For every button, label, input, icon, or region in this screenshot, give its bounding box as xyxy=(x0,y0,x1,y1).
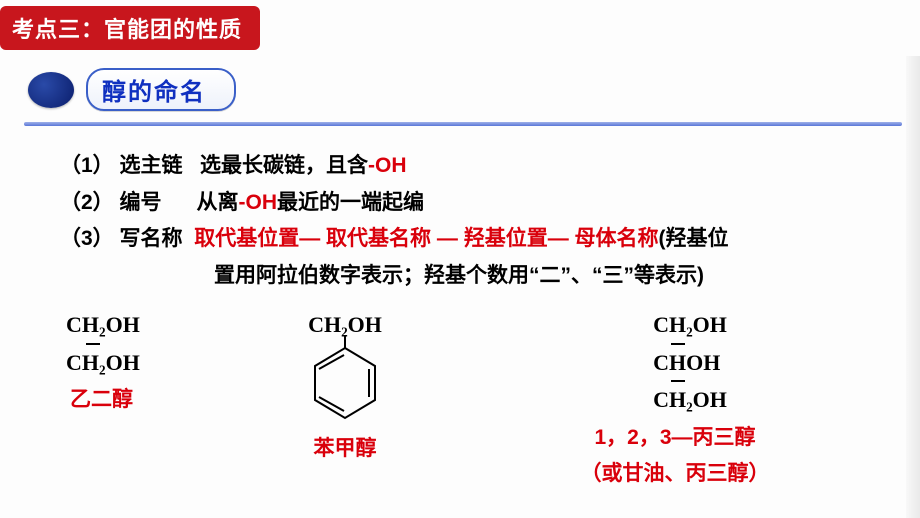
ex1-name: 乙二醇 xyxy=(70,383,230,413)
rule2-texta: 从离 xyxy=(197,191,239,214)
subtitle-row: 醇的命名 xyxy=(28,68,236,111)
rule-1: （1） 选主链 选最长碳链，且含-OH xyxy=(60,150,880,183)
ex3-line1: CH₂OH xyxy=(653,310,727,340)
bond-icon xyxy=(671,343,685,345)
ex3-name2: （或甘油、丙三醇） xyxy=(470,457,880,487)
ex2-top: CH₂OH xyxy=(230,310,460,340)
example-1: CH₂OH CH₂OH 乙二醇 xyxy=(60,310,230,413)
ex3-structure: CH₂OH CHOH CH₂OH xyxy=(653,310,727,415)
subtitle-box: 醇的命名 xyxy=(86,68,236,111)
bullet-icon xyxy=(28,72,74,108)
page-edge xyxy=(906,56,920,518)
rule-2: （2） 编号 从离-OH最近的一端起编 xyxy=(60,187,880,220)
examples-row: CH₂OH CH₂OH 乙二醇 CH₂OH 苯甲醇 CH₂OH CHOH CH₂… xyxy=(60,310,880,487)
topic-badge: 考点三：官能团的性质 xyxy=(0,6,260,50)
ex3-name1: 1，2，3—丙三醇 xyxy=(470,421,880,451)
benzene-icon xyxy=(300,336,390,426)
ex2-name: 苯甲醇 xyxy=(230,432,460,462)
bond-icon xyxy=(671,380,685,382)
ex3-line2: CHOH xyxy=(653,348,727,378)
rule2-num: （2） xyxy=(60,191,114,214)
subtitle-text: 醇的命名 xyxy=(102,79,206,106)
ex3-line3: CH₂OH xyxy=(653,385,727,415)
example-3: CH₂OH CHOH CH₂OH 1，2，3—丙三醇 （或甘油、丙三醇） xyxy=(460,310,880,487)
rules-content: （1） 选主链 选最长碳链，且含-OH （2） 编号 从离-OH最近的一端起编 … xyxy=(60,150,880,296)
rule-3: （3） 写名称 取代基位置— 取代基名称 — 羟基位置— 母体名称(羟基位 xyxy=(60,223,880,256)
rule3-tail1: (羟基位 xyxy=(659,227,729,250)
divider xyxy=(24,122,902,126)
rule1-num: （1） xyxy=(60,154,114,177)
rule2-textb: 最近的一端起编 xyxy=(277,191,424,214)
rule2-oh: -OH xyxy=(239,191,278,214)
rule-3-cont: 置用阿拉伯数字表示；羟基个数用“二”、“三”等表示) xyxy=(60,260,880,293)
rule3-num: （3） xyxy=(60,227,114,250)
rule1-label: 选主链 xyxy=(120,154,183,177)
ex1-line1: CH₂OH xyxy=(66,310,230,340)
rule2-label: 编号 xyxy=(120,191,162,214)
rule3-red: 取代基位置— 取代基名称 — 羟基位置— 母体名称 xyxy=(194,227,658,250)
rule1-text: 选最长碳链，且含 xyxy=(200,154,368,177)
ex1-line2: CH₂OH xyxy=(66,348,230,378)
bond-icon xyxy=(86,343,100,345)
rule3-label: 写名称 xyxy=(120,227,183,250)
rule3-tail2: 置用阿拉伯数字表示；羟基个数用“二”、“三”等表示) xyxy=(214,264,704,287)
rule1-oh: -OH xyxy=(368,154,407,177)
example-2: CH₂OH 苯甲醇 xyxy=(230,310,460,462)
